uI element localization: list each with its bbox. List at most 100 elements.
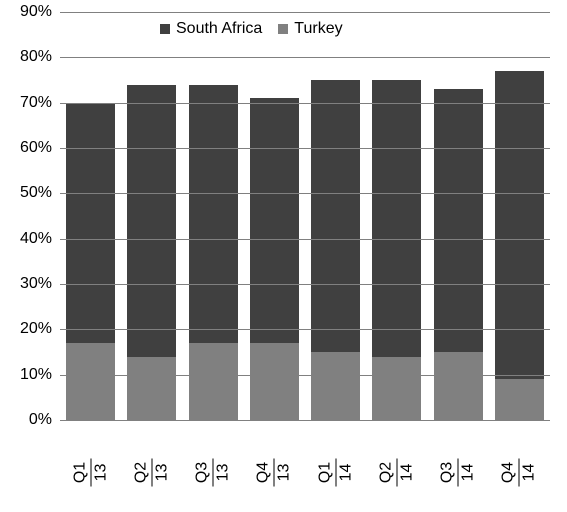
bar-segment-south-africa xyxy=(189,85,238,343)
bar-slot xyxy=(428,12,489,420)
x-label: Q4 13 xyxy=(256,459,293,487)
x-label-bottom: 14 xyxy=(461,464,477,482)
bar-slot xyxy=(121,12,182,420)
x-label-top: Q4 xyxy=(501,462,517,483)
chart-container: 0% 10% 20% 30% 40% 50% 60% 70% 80% 90% South Afri… xyxy=(0,0,567,512)
legend-swatch xyxy=(278,24,288,34)
x-label: Q3 13 xyxy=(195,459,232,487)
bar-segment-south-africa xyxy=(372,80,421,357)
x-label: Q1 13 xyxy=(72,459,109,487)
bar-segment-south-africa xyxy=(495,71,544,379)
y-tick-label: 70% xyxy=(0,94,52,112)
bar-segment-turkey xyxy=(372,357,421,420)
x-label-bottom: 13 xyxy=(277,464,293,482)
legend-item: South Africa xyxy=(160,20,262,38)
bar xyxy=(127,85,176,420)
legend: South Africa Turkey xyxy=(160,20,343,38)
bar-slot xyxy=(60,12,121,420)
y-tick-label: 10% xyxy=(0,366,52,384)
bar xyxy=(311,80,360,420)
bar-slot xyxy=(489,12,550,420)
bar-slot xyxy=(366,12,427,420)
bar-segment-turkey xyxy=(495,379,544,420)
legend-item: Turkey xyxy=(278,20,342,38)
gridline xyxy=(60,239,550,240)
x-label-bottom: 14 xyxy=(338,464,354,482)
y-tick-label: 80% xyxy=(0,48,52,66)
x-label-slot: Q4 13 xyxy=(244,424,305,504)
x-label-bottom: 13 xyxy=(93,464,109,482)
bar-segment-turkey xyxy=(250,343,299,420)
gridline xyxy=(60,420,550,421)
x-label-top: Q1 xyxy=(72,462,88,483)
bar-slot xyxy=(183,12,244,420)
x-label: Q4 14 xyxy=(501,459,538,487)
x-label: Q2 13 xyxy=(133,459,170,487)
x-label-bottom: 14 xyxy=(399,464,415,482)
bar-segment-south-africa xyxy=(127,85,176,357)
x-label-slot: Q1 14 xyxy=(305,424,366,504)
x-label-top: Q3 xyxy=(195,462,211,483)
x-label-divider xyxy=(458,459,459,487)
gridline xyxy=(60,193,550,194)
gridline xyxy=(60,12,550,13)
bar xyxy=(372,80,421,420)
bar-segment-turkey xyxy=(434,352,483,420)
x-label-divider xyxy=(396,459,397,487)
x-label-slot: Q2 13 xyxy=(121,424,182,504)
x-label-top: Q4 xyxy=(256,462,272,483)
x-label-slot: Q2 14 xyxy=(366,424,427,504)
x-label: Q3 14 xyxy=(440,459,477,487)
x-label-bottom: 14 xyxy=(522,464,538,482)
bar-segment-turkey xyxy=(127,357,176,420)
x-label-slot: Q3 14 xyxy=(428,424,489,504)
x-label-divider xyxy=(151,459,152,487)
bar xyxy=(434,89,483,420)
bar-segment-turkey xyxy=(66,343,115,420)
x-label-divider xyxy=(213,459,214,487)
bars-area xyxy=(60,12,550,420)
x-label-bottom: 13 xyxy=(154,464,170,482)
y-tick-label: 20% xyxy=(0,320,52,338)
x-label-bottom: 13 xyxy=(216,464,232,482)
x-label-slot: Q4 14 xyxy=(489,424,550,504)
y-tick-label: 30% xyxy=(0,275,52,293)
y-tick-label: 60% xyxy=(0,139,52,157)
bar-slot xyxy=(305,12,366,420)
x-label-slot: Q1 13 xyxy=(60,424,121,504)
x-label-divider xyxy=(335,459,336,487)
bar xyxy=(189,85,238,420)
x-label-divider xyxy=(90,459,91,487)
gridline xyxy=(60,103,550,104)
bar xyxy=(66,103,115,420)
gridline xyxy=(60,375,550,376)
x-label-slot: Q3 13 xyxy=(183,424,244,504)
legend-label: South Africa xyxy=(176,20,262,38)
legend-label: Turkey xyxy=(294,20,342,38)
gridline xyxy=(60,329,550,330)
x-label-top: Q2 xyxy=(133,462,149,483)
x-label-top: Q3 xyxy=(440,462,456,483)
bar-segment-south-africa xyxy=(250,98,299,343)
x-label: Q2 14 xyxy=(378,459,415,487)
bar-segment-south-africa xyxy=(434,89,483,352)
bar xyxy=(495,71,544,420)
gridline xyxy=(60,148,550,149)
bar-segment-turkey xyxy=(311,352,360,420)
bar-segment-south-africa xyxy=(66,103,115,343)
x-axis-labels: Q1 13 Q2 13 Q3 13 Q4 13 Q1 14 Q2 14 Q3 14 Q4 14 xyxy=(60,424,550,504)
bar xyxy=(250,98,299,420)
legend-swatch xyxy=(160,24,170,34)
bar-slot xyxy=(244,12,305,420)
y-tick-label: 0% xyxy=(0,411,52,429)
gridline xyxy=(60,57,550,58)
x-label: Q1 14 xyxy=(317,459,354,487)
x-label-top: Q1 xyxy=(317,462,333,483)
gridline xyxy=(60,284,550,285)
bar-segment-south-africa xyxy=(311,80,360,352)
y-tick-label: 50% xyxy=(0,184,52,202)
x-label-top: Q2 xyxy=(378,462,394,483)
y-tick-label: 40% xyxy=(0,230,52,248)
y-tick-label: 90% xyxy=(0,3,52,21)
bar-segment-turkey xyxy=(189,343,238,420)
